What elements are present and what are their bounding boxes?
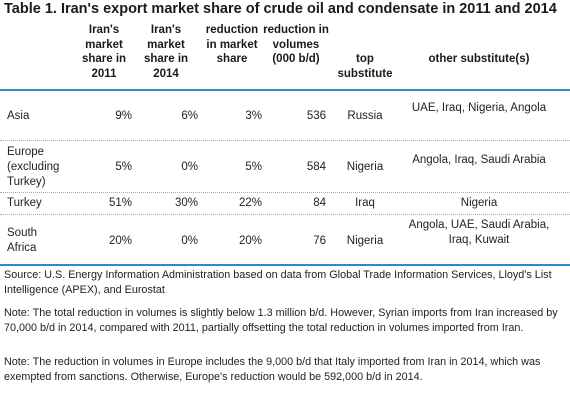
row-south-africa-other-substitutes: Angola, UAE, Saudi Arabia, Iraq, Kuwait [408, 219, 550, 246]
row-south-africa-share-2011: 20% [108, 235, 132, 247]
row-asia-region: Asia [7, 110, 30, 122]
row-europe-other-substitutes: Angola, Iraq, Saudi Arabia [412, 154, 546, 166]
row-turkey-top-substitute: Iraq [355, 197, 375, 209]
note-europe-reduction: Note: The reduction in volumes in Europe… [4, 356, 541, 384]
row-south-africa-reduction-volume: 76 [313, 235, 326, 247]
row-asia-top-substitute: Russia [347, 110, 383, 122]
row-divider [0, 140, 570, 141]
row-south-africa-share-2014: 0% [181, 235, 198, 247]
row-south-africa-top-substitute: Nigeria [346, 235, 384, 247]
table-bottom-rule [0, 264, 570, 266]
row-turkey-share-2011: 51% [108, 197, 132, 209]
row-europe-region: Europe (excluding Turkey) [7, 146, 60, 188]
header-rule [0, 89, 570, 91]
row-turkey-share-2014: 30% [174, 197, 198, 209]
source-note: Source: U.S. Energy Information Administ… [4, 269, 552, 297]
row-europe-reduction-share: 5% [245, 161, 262, 173]
row-europe-top-substitute: Nigeria [346, 161, 384, 173]
header-top-substitute: top substitute [337, 53, 393, 80]
row-turkey-region: Turkey [7, 197, 42, 209]
note-total-reduction: Note: The total reduction in volumes is … [4, 307, 558, 335]
row-turkey-reduction-volume: 84 [313, 197, 326, 209]
row-south-africa-region: South Africa [7, 227, 38, 254]
row-turkey-reduction-share: 22% [238, 197, 262, 209]
row-europe-share-2014: 0% [181, 161, 198, 173]
row-asia-share-2011: 9% [115, 110, 132, 122]
row-south-africa-reduction-share: 20% [238, 235, 262, 247]
row-turkey-other-substitutes: Nigeria [460, 197, 498, 209]
row-asia-reduction-share: 3% [245, 110, 262, 122]
header-other-substitutes: other substitute(s) [428, 53, 530, 65]
header-share-2011: Iran's market share in 2011 [81, 24, 127, 80]
row-europe-share-2011: 5% [115, 161, 132, 173]
header-reduction-volume: reduction in volumes (000 b/d) [263, 24, 329, 65]
row-asia-reduction-volume: 536 [306, 110, 326, 122]
header-share-2014: Iran's market share in 2014 [143, 24, 189, 80]
table-title: Table 1. Iran's export market share of c… [4, 1, 557, 17]
row-asia-share-2014: 6% [181, 110, 198, 122]
row-divider [0, 192, 570, 193]
header-reduction-share: reduction in market share [205, 24, 259, 65]
row-divider [0, 214, 570, 215]
row-europe-reduction-volume: 584 [306, 161, 326, 173]
row-asia-other-substitutes: UAE, Iraq, Nigeria, Angola [411, 102, 547, 114]
